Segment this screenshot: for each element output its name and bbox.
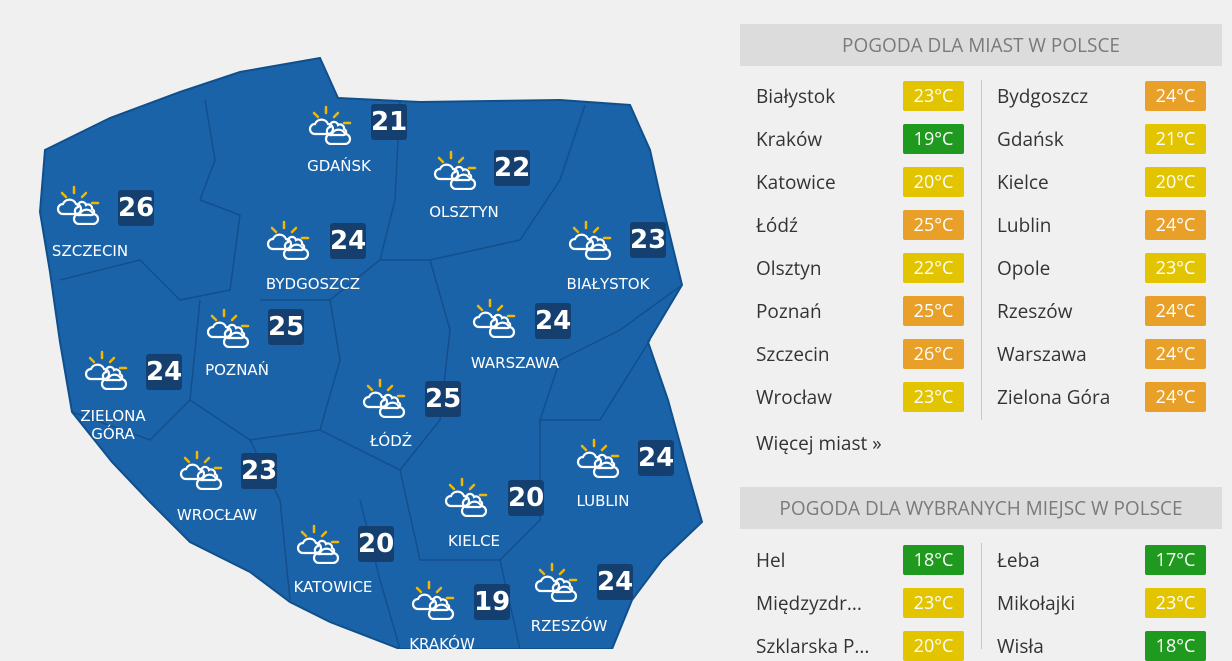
- city-name[interactable]: Hel: [756, 547, 786, 573]
- temp-badge: 23°C: [903, 382, 964, 412]
- temp-badge: 17°C: [1145, 545, 1206, 575]
- city-name[interactable]: Lublin: [997, 212, 1052, 238]
- city-name[interactable]: Kraków: [756, 126, 823, 152]
- city-label: WARSZAWA: [470, 354, 560, 372]
- temp-badge: 23°C: [1145, 588, 1206, 618]
- city-label: KRAKÓW: [409, 635, 475, 653]
- city-label: OLSZTYN: [429, 203, 499, 221]
- city-label: BYDGOSZCZ: [265, 275, 361, 293]
- panel-title: POGODA DLA MIAST W POLSCE: [740, 24, 1222, 66]
- city-temp: 24: [535, 303, 571, 339]
- city-temp: 22: [494, 150, 530, 186]
- city-label: LUBLIN: [576, 492, 630, 510]
- city-name[interactable]: Łódź: [756, 212, 798, 238]
- city-label: BIAŁYSTOK: [566, 275, 650, 293]
- temp-badge: 24°C: [1145, 382, 1206, 412]
- temp-badge: 23°C: [903, 588, 964, 618]
- temp-badge: 25°C: [903, 210, 964, 240]
- city-label: WROCŁAW: [176, 506, 258, 524]
- city-temp: 25: [268, 309, 304, 345]
- city-temp: 23: [630, 222, 666, 258]
- city-name[interactable]: Warszawa: [997, 341, 1087, 367]
- city-name[interactable]: Szczecin: [756, 341, 830, 367]
- city-temp: 24: [146, 354, 182, 390]
- city-label: KATOWICE: [293, 578, 373, 596]
- city-name[interactable]: Opole: [997, 255, 1051, 281]
- temp-badge: 19°C: [903, 124, 964, 154]
- city-name[interactable]: Mikołajki: [997, 590, 1076, 616]
- city-temp: 24: [638, 440, 674, 476]
- city-name[interactable]: Białystok: [756, 83, 836, 109]
- temp-badge: 24°C: [1145, 296, 1206, 326]
- city-name[interactable]: Gdańsk: [997, 126, 1064, 152]
- temp-badge: 20°C: [903, 631, 964, 661]
- city-name[interactable]: Rzeszów: [997, 298, 1073, 324]
- column-divider: [981, 543, 982, 649]
- more-link[interactable]: Więcej miast »: [756, 430, 882, 456]
- city-name[interactable]: Bydgoszcz: [997, 83, 1089, 109]
- temp-badge: 18°C: [1145, 631, 1206, 661]
- temp-badge: 24°C: [1145, 81, 1206, 111]
- city-label: KIELCE: [447, 532, 501, 550]
- temp-badge: 24°C: [1145, 210, 1206, 240]
- city-label: SZCZECIN: [51, 242, 129, 260]
- temp-badge: 25°C: [903, 296, 964, 326]
- city-temp: 25: [425, 381, 461, 417]
- temp-badge: 26°C: [903, 339, 964, 369]
- city-temp: 24: [330, 223, 366, 259]
- city-temp: 26: [118, 190, 154, 226]
- temp-badge: 21°C: [1145, 124, 1206, 154]
- city-name[interactable]: Zielona Góra: [997, 384, 1111, 410]
- city-temp: 20: [508, 480, 544, 516]
- city-name[interactable]: Międzyzdr...: [756, 590, 862, 616]
- city-name[interactable]: Łeba: [997, 547, 1040, 573]
- city-label: ŁÓDŹ: [369, 432, 413, 450]
- city-name[interactable]: Szklarska P...: [756, 633, 870, 659]
- city-name[interactable]: Poznań: [756, 298, 822, 324]
- temp-badge: 24°C: [1145, 339, 1206, 369]
- city-label: POZNAŃ: [205, 361, 269, 379]
- city-name[interactable]: Wisła: [997, 633, 1044, 659]
- temp-badge: 23°C: [1145, 253, 1206, 283]
- temp-badge: 20°C: [1145, 167, 1206, 197]
- city-name[interactable]: Katowice: [756, 169, 836, 195]
- temp-badge: 23°C: [903, 81, 964, 111]
- city-name[interactable]: Wrocław: [756, 384, 832, 410]
- temp-badge: 22°C: [903, 253, 964, 283]
- city-label: GDAŃSK: [307, 157, 371, 175]
- city-label: ZIELONA GÓRA: [80, 407, 146, 443]
- city-name[interactable]: Kielce: [997, 169, 1049, 195]
- city-temp: 24: [597, 564, 633, 600]
- city-temp: 20: [358, 526, 394, 562]
- panel-title: POGODA DLA WYBRANYCH MIEJSC W POLSCE: [740, 487, 1222, 529]
- temp-badge: 20°C: [903, 167, 964, 197]
- city-temp: 23: [241, 453, 277, 489]
- city-temp: 19: [474, 584, 510, 620]
- city-label: RZESZÓW: [530, 617, 608, 635]
- column-divider: [981, 80, 982, 420]
- city-temp: 21: [371, 104, 407, 140]
- city-name[interactable]: Olsztyn: [756, 255, 822, 281]
- temp-badge: 18°C: [903, 545, 964, 575]
